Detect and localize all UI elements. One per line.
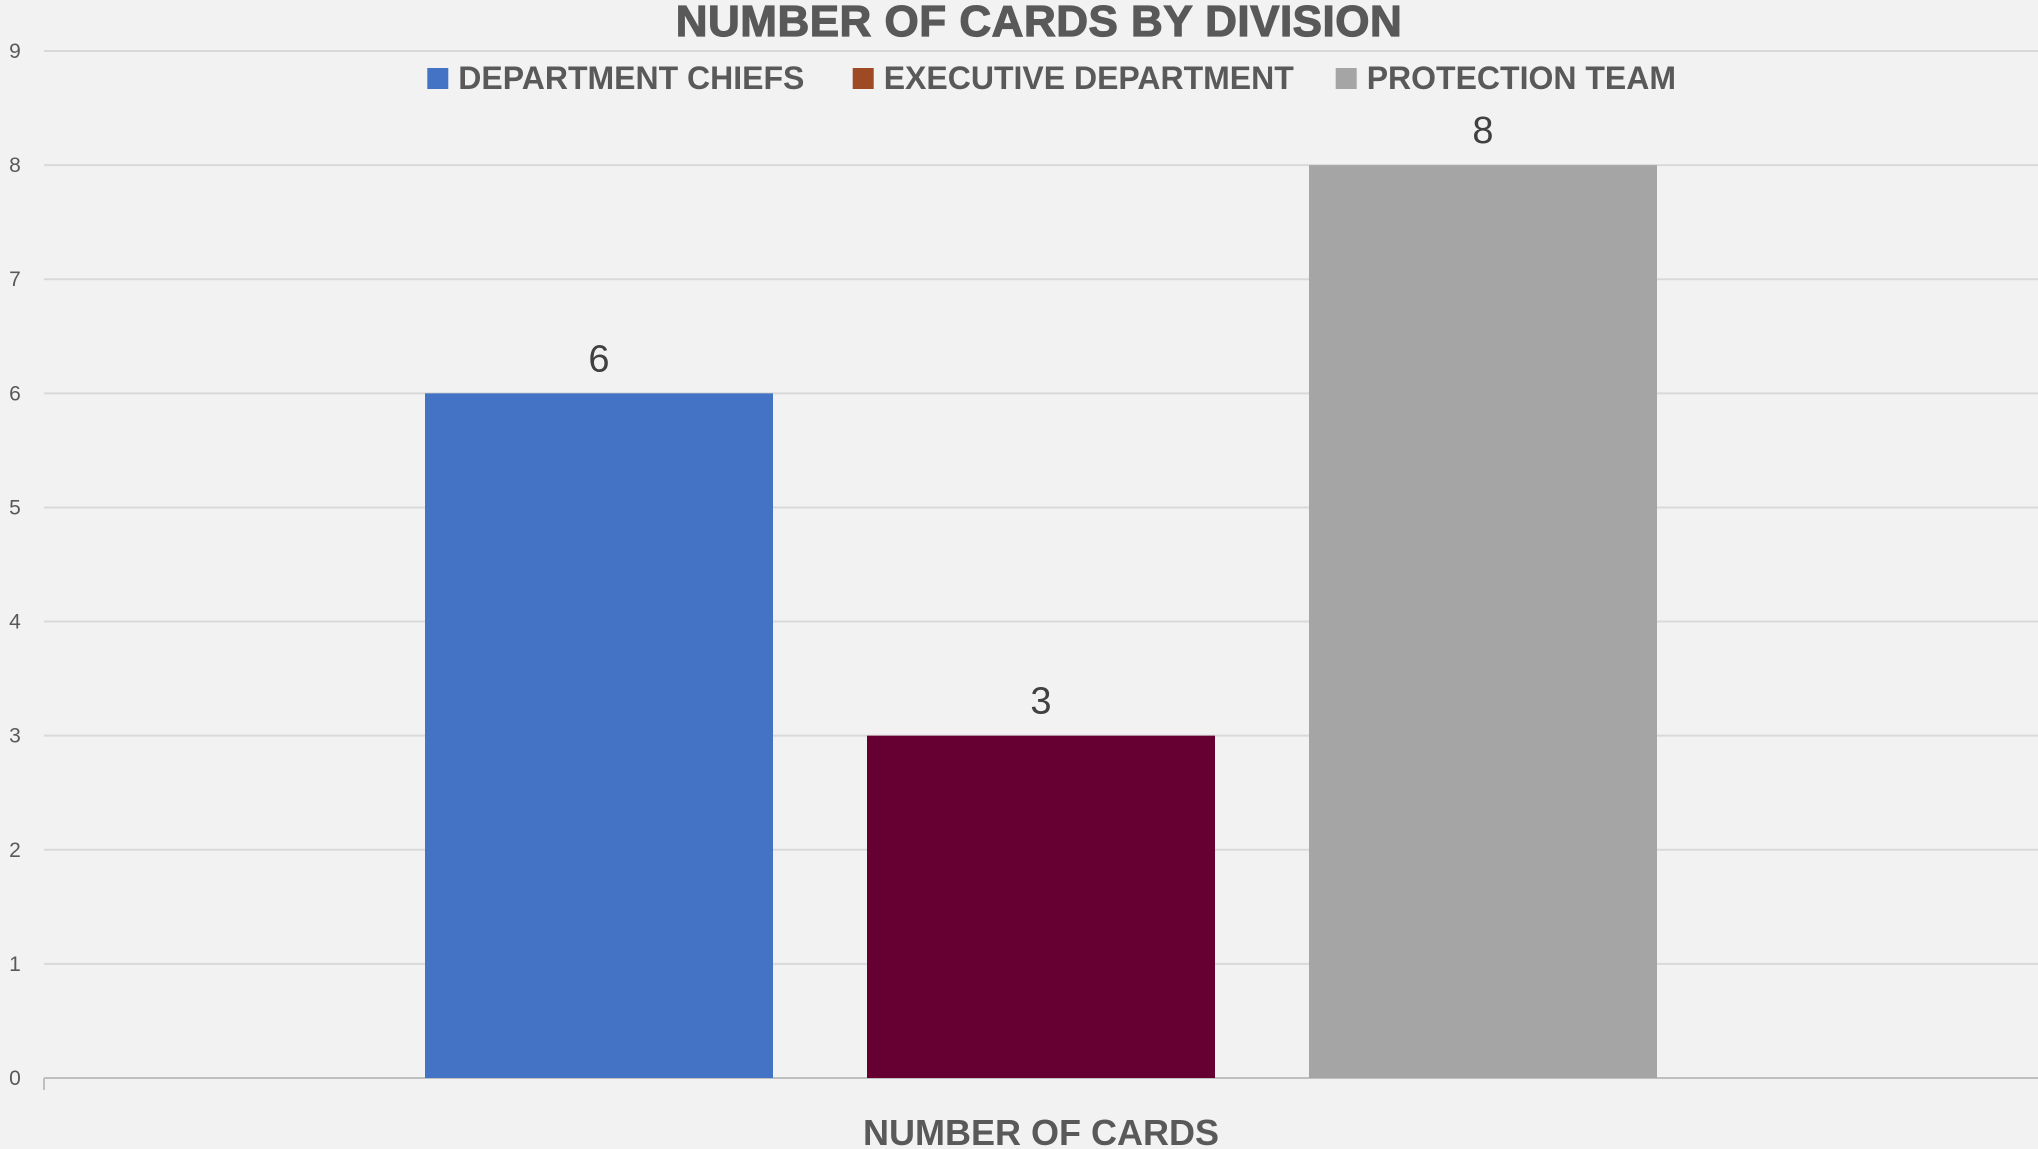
y-tick-label: 5 [9, 496, 21, 519]
y-tick-label: 4 [9, 611, 21, 634]
y-tick-label: 8 [9, 154, 21, 177]
bar-protection-team [1309, 165, 1657, 1079]
chart-title: NUMBER OF CARDS BY DIVISION [676, 0, 1403, 46]
y-tick-label: 2 [9, 839, 21, 862]
y-tick-label: 9 [9, 40, 21, 63]
legend-label: EXECUTIVE DEPARTMENT [884, 60, 1295, 96]
data-label: 8 [1472, 110, 1493, 152]
legend-label: DEPARTMENT CHIEFS [458, 60, 804, 96]
legend-item: PROTECTION TEAM [1335, 60, 1676, 96]
gridlines [43, 50, 2038, 1090]
y-tick-label: 7 [9, 268, 21, 291]
x-category-label: NUMBER OF CARDS [863, 1112, 1219, 1149]
bar-department-chiefs [425, 393, 773, 1078]
y-tick-label: 6 [9, 382, 21, 405]
y-tick-label: 0 [9, 1067, 21, 1090]
legend-swatch [427, 68, 449, 89]
legend-swatch [852, 68, 874, 89]
legend-item: EXECUTIVE DEPARTMENT [852, 60, 1295, 96]
data-label: 3 [1030, 681, 1051, 723]
legend: DEPARTMENT CHIEFS EXECUTIVE DEPARTMENT PRO… [427, 60, 1676, 96]
x-axis: NUMBER OF CARDS [863, 1112, 1219, 1149]
y-axis: 0 1 2 3 4 5 6 7 8 9 [9, 40, 21, 1090]
legend-swatch [1335, 68, 1357, 89]
y-tick-label: 1 [9, 953, 21, 976]
data-labels: 6 3 8 [588, 110, 1493, 723]
bar-executive-department [867, 735, 1215, 1078]
data-label: 6 [588, 338, 609, 380]
bars [425, 165, 1657, 1079]
legend-item: DEPARTMENT CHIEFS [427, 60, 804, 96]
y-tick-label: 3 [9, 725, 21, 748]
legend-label: PROTECTION TEAM [1367, 60, 1676, 96]
